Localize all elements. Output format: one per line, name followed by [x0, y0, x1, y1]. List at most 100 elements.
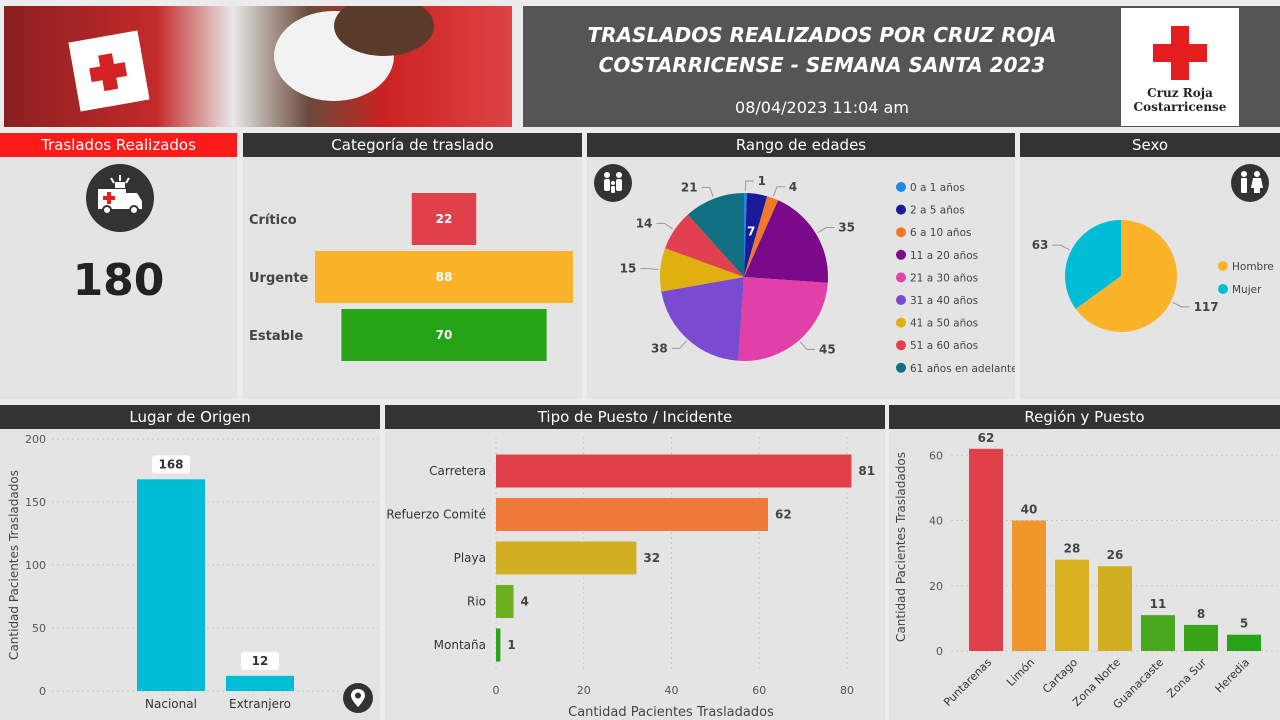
inc-data-label-refuerzo-comite: 62 — [775, 508, 792, 522]
edades-data-label-41-a-50-anos: 15 — [620, 262, 637, 276]
inc-xtick-60: 60 — [752, 684, 766, 697]
reg-ytick-60: 60 — [929, 449, 943, 462]
panel-sexo: Sexo 117 63 Hombre Mujer — [1020, 133, 1280, 399]
panel-title-sexo: Sexo — [1020, 133, 1280, 157]
edades-legend-21-a-30-anos: 21 a 30 años — [910, 272, 978, 284]
sexo-legend-hombre: Hombre — [1232, 261, 1274, 273]
inc-xlabel: Cantidad Pacientes Trasladados — [568, 705, 774, 720]
reg-bar-zona-norte — [1098, 566, 1132, 651]
panel-edades: Rango de edades 1 7 4 35 45 38 15 14 21 0 a 1 año… — [587, 133, 1015, 399]
inc-bar-rio — [496, 585, 514, 618]
reg-data-label-puntarenas: 62 — [978, 431, 995, 445]
reg-data-label-zona-norte: 26 — [1107, 548, 1124, 562]
reg-bar-zona-sur — [1184, 624, 1218, 651]
origen-ytick-150: 150 — [25, 496, 46, 509]
panel-title-categoria: Categoría de traslado — [243, 133, 582, 157]
edades-slice-31-a-40-anos — [661, 277, 744, 361]
inc-category-rio: Rio — [467, 595, 486, 609]
origen-xtick-nacional: Nacional — [145, 697, 197, 711]
edades-leader-11-a-20-anos — [817, 227, 835, 234]
origen-bar-extranjero — [226, 675, 294, 691]
origen-data-label-extranjero: 12 — [252, 654, 269, 668]
panel-title-origen: Lugar de Origen — [0, 405, 380, 429]
inc-category-montana: Montaña — [434, 638, 486, 652]
panel-origen: Lugar de Origen 0 50 100 150 200 Cantidad Pac… — [0, 405, 380, 720]
data-label-critico: 22 — [436, 212, 453, 226]
categoria-chart: Crítico 22 Urgente 88 Estable 70 — [249, 193, 573, 361]
reg-xtick-cartago: Cartago — [1040, 656, 1080, 696]
sexo-legend-mujer: Mujer — [1232, 284, 1262, 296]
panel-total: Traslados Realizados 180 — [0, 133, 237, 399]
family-icon — [594, 164, 632, 202]
reg-xtick-puntarenas: Puntarenas — [941, 656, 994, 709]
location-pin-icon — [343, 683, 373, 713]
sexo-data-label-hombre: 117 — [1194, 300, 1219, 314]
origen-bar-nacional — [137, 479, 205, 691]
edades-data-label-21-a-30-anos: 45 — [819, 342, 836, 356]
dashboard-title: TRASLADOS REALIZADOS POR CRUZ ROJA COSTA… — [523, 20, 1121, 80]
reg-bar-cartago — [1055, 559, 1089, 651]
sexo-leader-hombre — [1172, 301, 1190, 308]
panel-region: Región y Puesto 0 20 40 60 Cantidad Paciente… — [889, 405, 1280, 720]
reg-bar-puntarenas — [969, 448, 1003, 651]
region-chart: 0 20 40 60 Cantidad Pacientes Trasladados 62 P… — [894, 431, 1277, 711]
panel-incidente: Tipo de Puesto / Incidente 0 20 40 60 80 Cant… — [385, 405, 885, 720]
edades-slice-41-a-50-anos — [660, 248, 744, 292]
bar-urgente — [315, 251, 573, 303]
cruz-roja-logo: Cruz Roja Costarricense — [1121, 8, 1239, 126]
data-label-urgente: 88 — [436, 270, 453, 284]
edades-legend-marker-51-a-60-anos — [896, 340, 906, 351]
photo-illustration — [68, 6, 434, 112]
sexo-slice-mujer — [1065, 220, 1121, 309]
origen-ytick-100: 100 — [25, 559, 46, 572]
edades-legend-0-a-1-anos: 0 a 1 años — [910, 182, 965, 194]
edades-leader-21-a-30-anos — [800, 341, 815, 350]
edades-data-label-31-a-40-anos: 38 — [651, 341, 668, 355]
inc-data-label-rio: 4 — [521, 595, 529, 609]
edades-leader-51-a-60-anos — [656, 222, 673, 230]
edades-data-label-2-a-5-anos: 7 — [747, 224, 755, 238]
header-banner: TRASLADOS REALIZADOS POR CRUZ ROJA COSTA… — [523, 6, 1280, 127]
reg-data-label-limon: 40 — [1021, 503, 1038, 517]
sexo-legend-marker-hombre — [1218, 261, 1228, 271]
edades-leader-41-a-50-anos — [640, 268, 659, 271]
edades-leader-0-a-1-anos — [745, 180, 754, 192]
reg-ytick-0: 0 — [936, 645, 943, 658]
sexo-data-label-mujer: 63 — [1032, 238, 1049, 252]
reg-data-label-zona-sur: 8 — [1197, 607, 1205, 621]
origen-label-bg-extranjero — [241, 651, 279, 670]
edades-legend-marker-2-a-5-anos — [896, 204, 906, 215]
header-photo — [4, 6, 512, 127]
inc-xtick-20: 20 — [577, 684, 591, 697]
reg-ylabel: Cantidad Pacientes Trasladados — [894, 452, 908, 642]
edades-data-label-6-a-10-anos: 4 — [789, 180, 797, 194]
edades-data-label-11-a-20-anos: 35 — [838, 221, 855, 235]
edades-legend-marker-11-a-20-anos — [896, 249, 906, 260]
reg-ytick-20: 20 — [929, 580, 943, 593]
origen-ytick-50: 50 — [32, 622, 46, 635]
origen-data-label-nacional: 168 — [158, 457, 183, 471]
inc-category-carretera: Carretera — [429, 464, 486, 478]
data-label-estable: 70 — [436, 328, 453, 342]
inc-xtick-80: 80 — [840, 684, 854, 697]
edades-legend-marker-21-a-30-anos — [896, 272, 906, 283]
logo-line-1: Cruz Roja — [1147, 86, 1213, 100]
panel-title-total: Traslados Realizados — [0, 133, 237, 157]
reg-ytick-40: 40 — [929, 515, 943, 528]
inc-bar-carretera — [496, 454, 852, 488]
inc-data-label-carretera: 81 — [858, 464, 875, 478]
edades-slice-61-anos-en-adelante — [687, 193, 744, 277]
report-datetime: 08/04/2023 11:04 am — [735, 98, 909, 117]
edades-leader-6-a-10-anos — [772, 186, 785, 197]
inc-category-refuerzo-comite: Refuerzo Comité — [386, 508, 486, 522]
edades-legend-2-a-5-anos: 2 a 5 años — [910, 205, 965, 217]
inc-bar-playa — [496, 541, 637, 575]
reg-data-label-heredia: 5 — [1240, 617, 1248, 631]
panel-categoria: Categoría de traslado Crítico 22 Urgente 88… — [243, 133, 582, 399]
gender-icon — [1231, 164, 1269, 202]
edades-legend-marker-61-anos-en-adelante — [896, 362, 906, 373]
edades-legend-marker-41-a-50-anos — [896, 317, 906, 328]
panel-title-region: Región y Puesto — [889, 405, 1280, 429]
origen-chart: 0 50 100 150 200 Cantidad Pacientes Trasladad… — [7, 433, 378, 711]
sexo-slice-hombre — [1075, 220, 1177, 332]
